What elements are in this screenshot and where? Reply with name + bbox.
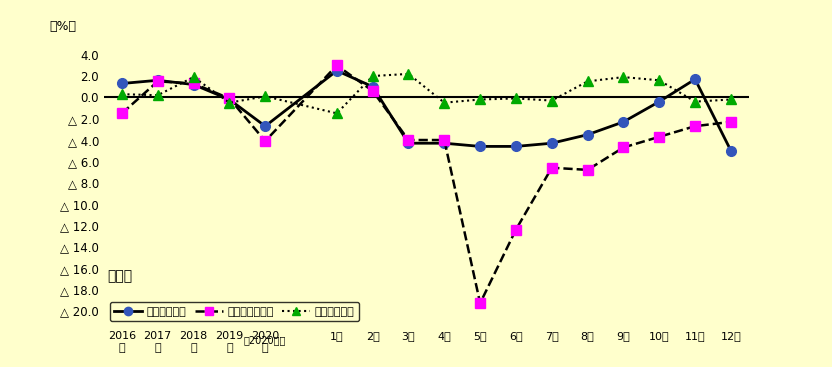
現金給与総額 bbox=[153, 78, 163, 83]
Line: 現金給与総額: 現金給与総額 bbox=[117, 66, 735, 156]
現金給与総額 bbox=[117, 81, 127, 86]
Line: 常用労働者数: 常用労働者数 bbox=[117, 69, 735, 118]
現金給与総額 bbox=[439, 141, 449, 145]
現金給与総額 bbox=[726, 149, 735, 153]
総実労働時間数 bbox=[547, 166, 557, 170]
現金給与総額 bbox=[654, 99, 664, 104]
総実労働時間数 bbox=[368, 89, 378, 93]
Legend: 現金給与総額, 総実労働時間数, 常用労働者数: 現金給与総額, 総実労働時間数, 常用労働者数 bbox=[110, 302, 359, 321]
常用労働者数 bbox=[547, 98, 557, 103]
現金給与総額 bbox=[225, 97, 235, 102]
総実労働時間数 bbox=[332, 63, 342, 68]
常用労働者数 bbox=[117, 92, 127, 97]
総実労働時間数 bbox=[582, 168, 592, 172]
常用労働者数 bbox=[726, 97, 735, 102]
常用労働者数 bbox=[654, 78, 664, 83]
Text: （2020年）: （2020年） bbox=[244, 335, 286, 345]
Text: 製造業: 製造業 bbox=[107, 269, 132, 283]
総実労働時間数 bbox=[225, 96, 235, 101]
常用労働者数 bbox=[511, 96, 521, 101]
現金給与総額 bbox=[582, 132, 592, 137]
現金給与総額 bbox=[404, 141, 414, 145]
Text: （%）: （%） bbox=[49, 20, 77, 33]
総実労働時間数 bbox=[726, 120, 735, 124]
現金給与総額 bbox=[475, 144, 485, 149]
総実労働時間数 bbox=[260, 139, 270, 143]
現金給与総額 bbox=[511, 144, 521, 149]
総実労働時間数 bbox=[654, 135, 664, 139]
総実労働時間数 bbox=[511, 228, 521, 232]
常用労働者数 bbox=[368, 74, 378, 78]
常用労働者数 bbox=[153, 93, 163, 97]
常用労働者数 bbox=[332, 111, 342, 116]
常用労働者数 bbox=[260, 94, 270, 98]
常用労働者数 bbox=[439, 101, 449, 105]
総実労働時間数 bbox=[189, 81, 199, 86]
総実労働時間数 bbox=[475, 301, 485, 305]
現金給与総額 bbox=[260, 124, 270, 128]
総実労働時間数 bbox=[690, 124, 700, 128]
常用労働者数 bbox=[618, 75, 628, 79]
常用労働者数 bbox=[582, 79, 592, 84]
常用労働者数 bbox=[475, 97, 485, 102]
現金給与総額 bbox=[618, 120, 628, 124]
現金給与総額 bbox=[547, 141, 557, 145]
現金給与総額 bbox=[189, 82, 199, 87]
常用労働者数 bbox=[404, 72, 414, 76]
現金給与総額 bbox=[368, 84, 378, 89]
総実労働時間数 bbox=[618, 145, 628, 150]
総実労働時間数 bbox=[404, 138, 414, 142]
総実労働時間数 bbox=[117, 111, 127, 116]
常用労働者数 bbox=[225, 101, 235, 105]
常用労働者数 bbox=[690, 99, 700, 104]
現金給与総額 bbox=[690, 77, 700, 81]
総実労働時間数 bbox=[439, 138, 449, 142]
現金給与総額 bbox=[332, 69, 342, 73]
Line: 総実労働時間数: 総実労働時間数 bbox=[117, 61, 735, 308]
常用労働者数 bbox=[189, 75, 199, 79]
総実労働時間数 bbox=[153, 79, 163, 84]
